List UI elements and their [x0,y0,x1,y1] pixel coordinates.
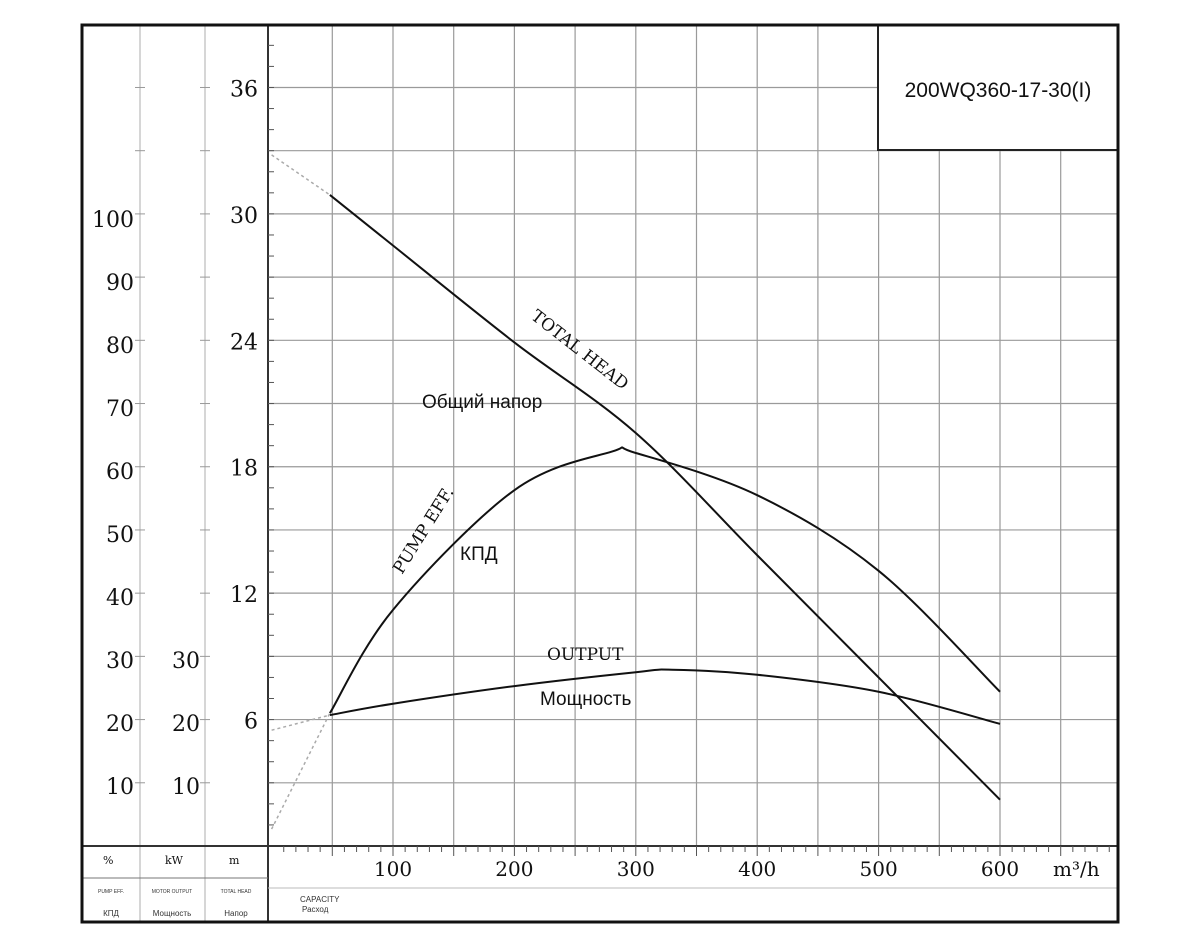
grid [82,25,1118,922]
output-curve [329,668,1001,725]
power-tick-label: 30 [172,649,200,674]
eff-tick-label: 100 [92,208,134,233]
head-unit: m [229,854,240,867]
capacity-caption-en: CAPACITY [300,895,340,904]
head-tick-label: 6 [244,710,258,735]
eff-curve-extension [270,712,331,830]
curves [270,154,1001,830]
eff-tick-label: 40 [106,586,134,611]
eff-tick-label: 60 [106,460,134,485]
eff-tick-label: 50 [106,523,134,548]
x-tick-label: 200 [495,857,533,881]
head-caption-ru: Напор [224,909,248,918]
head-tick-label: 30 [230,204,258,229]
output-label-ru: Мощность [540,689,632,710]
head-curve [329,194,1001,801]
eff-unit: % [103,854,113,867]
x-tick-label: 400 [738,857,776,881]
head-tick-label: 36 [230,77,258,102]
x-tick-label: 600 [981,857,1019,881]
power-tick-label: 20 [172,712,200,737]
title-box [877,24,1119,151]
power-tick-label: 10 [172,775,200,800]
head-tick-label: 18 [230,457,258,482]
head-caption-en: TOTAL HEAD [221,889,252,895]
eff-caption-en: PUMP EFF. [98,889,124,895]
eff-tick-label: 90 [106,271,134,296]
eff-tick-label: 20 [106,712,134,737]
eff-caption-ru: КПД [103,909,119,918]
eff-tick-label: 10 [106,775,134,800]
power-unit: kW [165,854,184,867]
x-unit-label: m³/h [1053,857,1100,881]
eff-tick-label: 70 [106,397,134,422]
x-tick-label: 300 [617,857,655,881]
x-tick-label: 500 [860,857,898,881]
eff-label-ru: КПД [460,544,498,565]
capacity-caption-ru: Расход [302,905,329,914]
eff-tick-label: 30 [106,649,134,674]
head-label-ru: Общий напор [422,392,542,413]
power-caption-en: MOTOR OUTPUT [152,889,192,895]
head-tick-label: 12 [230,583,258,608]
x-tick-label: 100 [374,857,412,881]
chart-title: 200WQ360-17-30(I) [905,79,1092,102]
tick-labels: 100 200 300 400 500 600 6 12 18 24 30 36 10 20 30 40 50 6… [92,77,1019,881]
power-caption-ru: Мощность [153,909,191,918]
eff-tick-label: 80 [106,334,134,359]
head-tick-label: 24 [230,330,258,355]
output-label-en: OUTPUT [547,645,624,665]
eff-curve [329,446,1001,714]
outer-frame [80,23,1120,924]
output-curve-extension [271,714,331,731]
